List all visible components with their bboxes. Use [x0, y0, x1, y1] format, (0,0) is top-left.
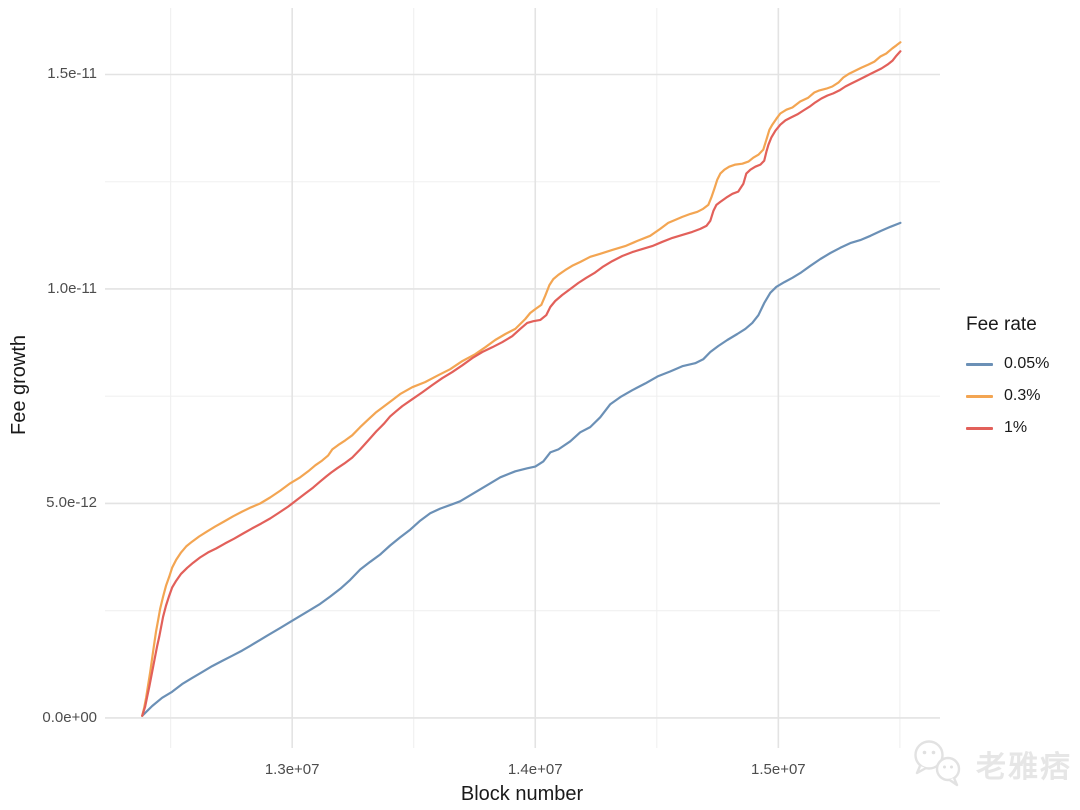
- x-axis-title: Block number: [460, 783, 584, 805]
- legend-entry: 0.05%: [966, 348, 1078, 380]
- legend-label: 1%: [1004, 419, 1028, 436]
- legend-entry: 0.3%: [966, 380, 1078, 412]
- legend-label: 0.05%: [1004, 355, 1050, 372]
- legend-key-line: [966, 426, 993, 430]
- series-line-2: [141, 50, 902, 717]
- legend-key-line: [966, 362, 993, 366]
- y-axis-title: Fee growth: [8, 334, 30, 436]
- series-line-0: [141, 221, 902, 717]
- y-axis-tick-label: 1.5e-11: [47, 65, 97, 83]
- legend-label: 0.3%: [1004, 387, 1041, 404]
- legend-entries: 0.05% 0.3% 1%: [966, 348, 1078, 444]
- watermark-text: 老雅痞: [976, 751, 1072, 784]
- y-axis-tick-label: 1.0e-11: [47, 279, 97, 297]
- y-axis-tick-label: 5.0e-12: [46, 494, 97, 512]
- wechat-chat-bubbles-icon: [914, 740, 961, 787]
- legend-entry: 1%: [966, 412, 1078, 444]
- series-line-1: [141, 41, 902, 717]
- y-axis-tick-label: 0.0e+00: [42, 708, 97, 726]
- x-axis-tick-label: 1.4e+07: [507, 761, 563, 778]
- watermark: 老雅痞: [908, 738, 1072, 790]
- legend-key-line: [966, 394, 993, 398]
- legend-title: Fee rate: [966, 314, 1037, 335]
- x-axis-tick-label: 1.5e+07: [751, 761, 806, 778]
- x-axis-tick-label: 1.3e+07: [264, 761, 320, 778]
- legend: Fee rate 0.05% 0.3% 1%: [966, 314, 1078, 444]
